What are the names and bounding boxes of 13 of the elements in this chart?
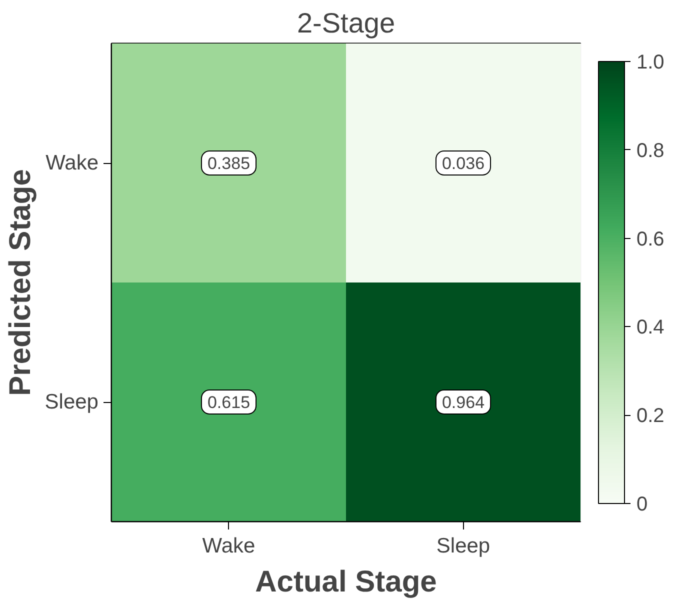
chart-title: 2-Stage xyxy=(296,8,396,38)
color-bar-label: 0 xyxy=(636,494,648,516)
color-bar-label: 0.4 xyxy=(636,316,664,339)
color-bar-label: 0.8 xyxy=(636,140,664,162)
data-label: 0.615 xyxy=(207,393,250,412)
y-axis-title: Predicted Stage xyxy=(4,169,37,396)
data-label: 0.385 xyxy=(207,154,250,173)
color-bar-label: 0.6 xyxy=(636,228,664,250)
color-bar-label: 0.2 xyxy=(636,405,664,428)
data-label: 0.964 xyxy=(442,393,485,412)
data-label: 0.036 xyxy=(442,154,485,173)
x-axis-title: Actual Stage xyxy=(255,566,437,598)
color-bar-label: 1.0 xyxy=(636,52,664,74)
